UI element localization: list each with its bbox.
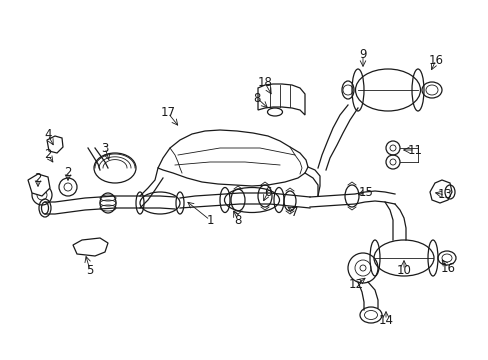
Polygon shape xyxy=(158,130,307,186)
Polygon shape xyxy=(28,174,50,196)
Polygon shape xyxy=(73,238,108,256)
Text: 2: 2 xyxy=(64,166,72,179)
Text: 12: 12 xyxy=(348,279,363,292)
Polygon shape xyxy=(47,136,63,153)
Text: 7: 7 xyxy=(291,206,298,219)
Text: 14: 14 xyxy=(378,314,393,327)
Text: 4: 4 xyxy=(44,129,52,141)
Text: 3: 3 xyxy=(101,141,108,154)
Text: 18: 18 xyxy=(257,77,272,90)
Text: 10: 10 xyxy=(396,264,410,276)
Text: 15: 15 xyxy=(358,185,373,198)
Polygon shape xyxy=(429,180,451,203)
Text: 6: 6 xyxy=(264,185,271,198)
Text: 8: 8 xyxy=(253,91,260,104)
Text: 17: 17 xyxy=(160,107,175,120)
Text: 16: 16 xyxy=(440,261,454,274)
Polygon shape xyxy=(258,84,305,115)
Text: 5: 5 xyxy=(86,264,94,276)
Text: 9: 9 xyxy=(359,49,366,62)
Text: 8: 8 xyxy=(234,213,241,226)
Text: 11: 11 xyxy=(407,144,422,157)
Text: 13: 13 xyxy=(437,189,451,202)
Text: 2: 2 xyxy=(44,148,52,162)
Text: 16: 16 xyxy=(427,54,443,67)
Text: 1: 1 xyxy=(206,213,213,226)
Text: 2: 2 xyxy=(34,171,41,184)
